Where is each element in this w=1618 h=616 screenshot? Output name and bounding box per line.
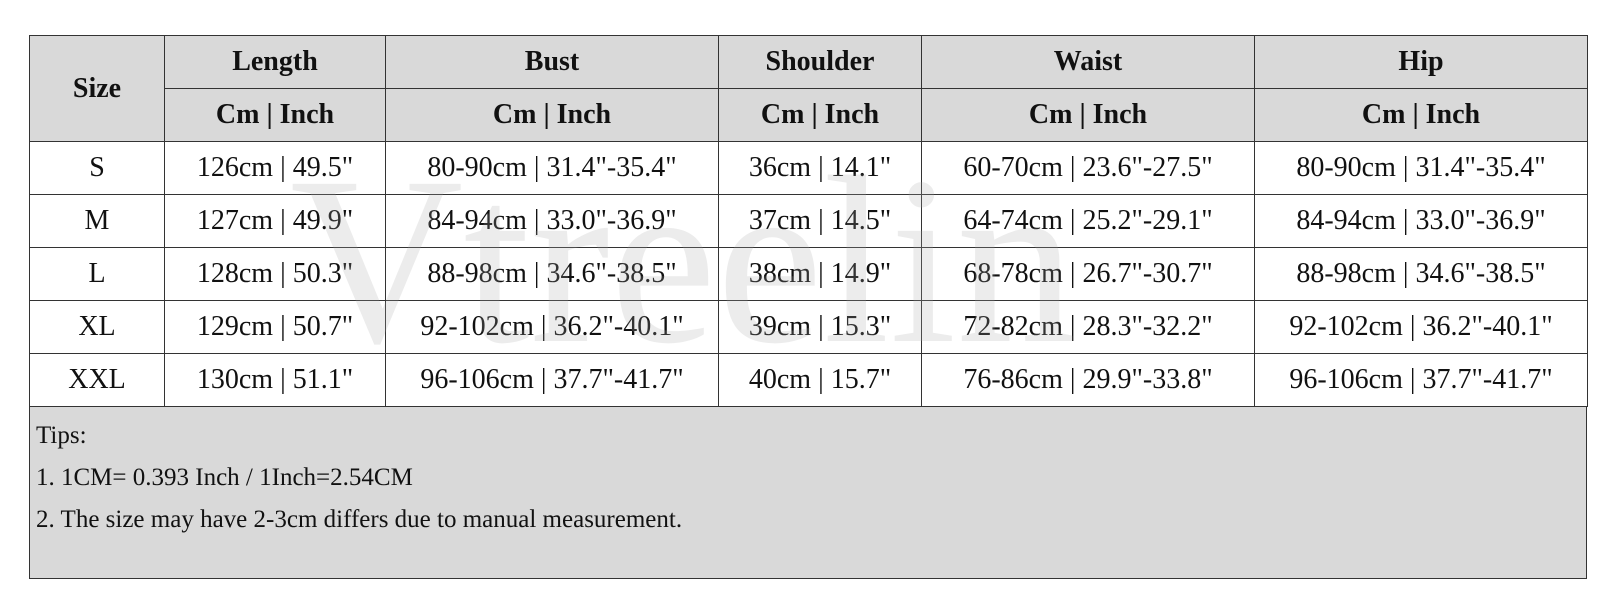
subheader-cell: Cm | Inch bbox=[164, 88, 386, 142]
table-cell: 126cm | 49.5" bbox=[164, 141, 386, 195]
table-cell: 36cm | 14.1" bbox=[718, 141, 922, 195]
table-row: XL 129cm | 50.7" 92-102cm | 36.2"-40.1" 39c… bbox=[29, 300, 1588, 354]
size-chart: Size Length Bust Shoulder Waist Hip Cm | Inch C… bbox=[29, 35, 1588, 579]
header-cell: Bust bbox=[385, 35, 719, 89]
table-cell: L bbox=[29, 247, 165, 301]
table-cell: S bbox=[29, 141, 165, 195]
tip-line: 1. 1CM= 0.393 Inch / 1Inch=2.54CM bbox=[36, 464, 413, 491]
header-cell: Length bbox=[164, 35, 386, 89]
table-cell: 92-102cm | 36.2"-40.1" bbox=[1254, 300, 1588, 354]
header-row: Size Length Bust Shoulder Waist Hip bbox=[29, 35, 1588, 142]
table-cell: 80-90cm | 31.4"-35.4" bbox=[1254, 141, 1588, 195]
header-cell: Waist bbox=[921, 35, 1255, 89]
table-cell: 37cm | 14.5" bbox=[718, 194, 922, 248]
header-cell: Hip bbox=[1254, 35, 1588, 89]
table-cell: 128cm | 50.3" bbox=[164, 247, 386, 301]
table-body: S 126cm | 49.5" 80-90cm | 31.4"-35.4" 36cm … bbox=[29, 141, 1588, 407]
table-cell: 60-70cm | 23.6"-27.5" bbox=[921, 141, 1255, 195]
table-cell: 68-78cm | 26.7"-30.7" bbox=[921, 247, 1255, 301]
subheader-cell: Cm | Inch bbox=[385, 88, 719, 142]
subheader-cell: Cm | Inch bbox=[1254, 88, 1588, 142]
table-cell: 92-102cm | 36.2"-40.1" bbox=[385, 300, 719, 354]
table-cell: 96-106cm | 37.7"-41.7" bbox=[1254, 353, 1588, 407]
header-cell: Shoulder bbox=[718, 35, 922, 89]
header-cell: Size bbox=[29, 35, 165, 142]
subheader-row: Cm | Inch Cm | Inch Cm | Inch Cm | Inch Cm |… bbox=[30, 88, 1588, 142]
table-cell: 64-74cm | 25.2"-29.1" bbox=[921, 194, 1255, 248]
table-row: L 128cm | 50.3" 88-98cm | 34.6"-38.5" 38cm … bbox=[29, 247, 1588, 301]
table-cell: XL bbox=[29, 300, 165, 354]
table-row: M 127cm | 49.9" 84-94cm | 33.0"-36.9" 37cm … bbox=[29, 194, 1588, 248]
table-header: Size Length Bust Shoulder Waist Hip Cm | Inch C… bbox=[29, 35, 1588, 142]
table-cell: 96-106cm | 37.7"-41.7" bbox=[385, 353, 719, 407]
table-cell: 84-94cm | 33.0"-36.9" bbox=[385, 194, 719, 248]
table-row: S 126cm | 49.5" 80-90cm | 31.4"-35.4" 36cm … bbox=[29, 141, 1588, 195]
table-cell: 127cm | 49.9" bbox=[164, 194, 386, 248]
table-cell: 38cm | 14.9" bbox=[718, 247, 922, 301]
table-cell: 76-86cm | 29.9"-33.8" bbox=[921, 353, 1255, 407]
tip-line: 2. The size may have 2-3cm differs due t… bbox=[36, 506, 683, 533]
table-cell: M bbox=[29, 194, 165, 248]
table-row: XXL 130cm | 51.1" 96-106cm | 37.7"-41.7" 40… bbox=[29, 353, 1588, 407]
subheader-cell: Cm | Inch bbox=[921, 88, 1255, 142]
table-cell: 40cm | 15.7" bbox=[718, 353, 922, 407]
table-cell: 88-98cm | 34.6"-38.5" bbox=[385, 247, 719, 301]
tips: Tips: 1. 1CM= 0.393 Inch / 1Inch=2.54CM … bbox=[29, 407, 1587, 579]
table-cell: 39cm | 15.3" bbox=[718, 300, 922, 354]
table-cell: 88-98cm | 34.6"-38.5" bbox=[1254, 247, 1588, 301]
table-cell: 72-82cm | 28.3"-32.2" bbox=[921, 300, 1255, 354]
table-cell: XXL bbox=[29, 353, 165, 407]
size-table: Size Length Bust Shoulder Waist Hip Cm | Inch C… bbox=[29, 35, 1588, 407]
table-cell: 84-94cm | 33.0"-36.9" bbox=[1254, 194, 1588, 248]
table-cell: 80-90cm | 31.4"-35.4" bbox=[385, 141, 719, 195]
subheader-cell: Cm | Inch bbox=[718, 88, 922, 142]
table-cell: 129cm | 50.7" bbox=[164, 300, 386, 354]
tips-title: Tips: bbox=[36, 422, 87, 449]
table-cell: 130cm | 51.1" bbox=[164, 353, 386, 407]
